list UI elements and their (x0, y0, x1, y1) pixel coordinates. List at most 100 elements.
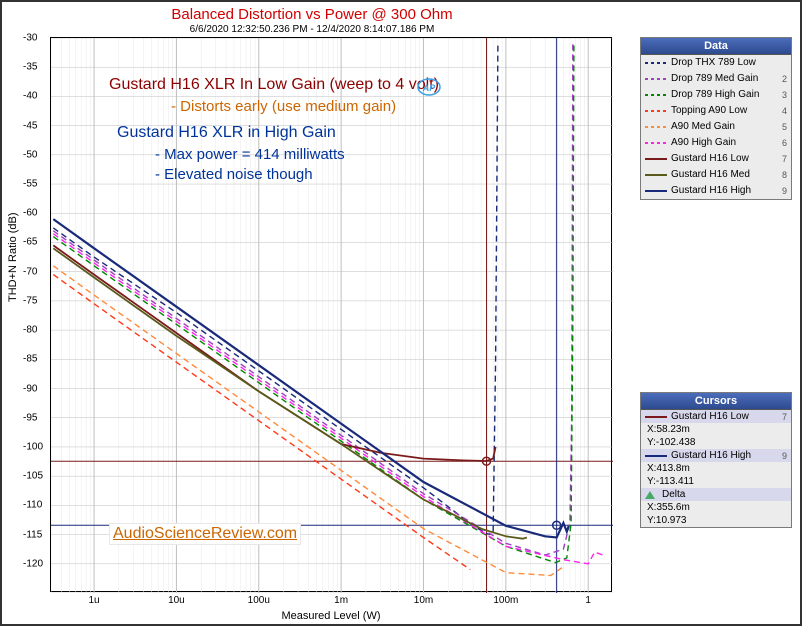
legend-index: 9 (782, 184, 787, 198)
annotation-low-gain-note: - Distorts early (use medium gain) (171, 98, 396, 115)
x-tick: 10m (414, 595, 433, 606)
chart-container: Balanced Distortion vs Power @ 300 Ohm 6… (0, 0, 802, 626)
legend-item[interactable]: Drop 789 High Gain 3 (641, 87, 791, 103)
y-tick: -50 (23, 149, 37, 160)
legend-label: Topping A90 Low (671, 104, 747, 118)
cursor-x: X:413.8m (641, 462, 791, 475)
y-tick: -65 (23, 237, 37, 248)
annotation-high-gain-title: Gustard H16 XLR in High Gain (117, 124, 336, 142)
y-tick: -85 (23, 354, 37, 365)
legend-item[interactable]: Topping A90 Low 4 (641, 103, 791, 119)
y-tick: -100 (23, 441, 43, 452)
cursor-swatch-icon (645, 416, 667, 418)
legend-swatch-icon (645, 190, 667, 192)
legend-index: 8 (782, 168, 787, 182)
y-tick: -30 (23, 33, 37, 44)
cursor-y: Y:-113.411 (641, 475, 791, 488)
y-tick: -75 (23, 295, 37, 306)
legend-index: 6 (782, 136, 787, 150)
legend-item[interactable]: Gustard H16 Med 8 (641, 167, 791, 183)
annotation-low-gain-note-a: - Distorts early (171, 98, 272, 115)
x-tick: 1u (89, 595, 100, 606)
legend-label: Drop 789 High Gain (671, 88, 759, 102)
x-axis-label: Measured Level (W) (50, 610, 612, 622)
cursor-row-header[interactable]: Gustard H16 High 9 (641, 449, 791, 462)
cursor-row-header[interactable]: Gustard H16 Low 7 (641, 410, 791, 423)
legend-item[interactable]: Drop 789 Med Gain 2 (641, 71, 791, 87)
cursor-delta-header: Delta (641, 488, 791, 501)
legend-body: Drop THX 789 LowDrop 789 Med Gain2Drop 7… (641, 55, 791, 199)
annotation-high-gain-power: - Max power = 414 milliwatts (155, 146, 345, 163)
annotation-low-gain-title: Gustard H16 XLR In Low Gain (weep to 4 v… (109, 76, 439, 94)
y-tick: -95 (23, 412, 37, 423)
legend-index: 4 (782, 104, 787, 118)
legend-item[interactable]: Gustard H16 Low 7 (641, 151, 791, 167)
delta-icon (645, 491, 655, 499)
y-tick: -40 (23, 91, 37, 102)
y-tick: -45 (23, 120, 37, 131)
legend-swatch-icon (645, 62, 667, 64)
legend-swatch-icon (645, 110, 667, 112)
legend-label: Drop 789 Med Gain (671, 72, 758, 86)
legend-item[interactable]: Drop THX 789 Low (641, 55, 791, 71)
x-tick: 1m (334, 595, 348, 606)
annotation-high-gain-noise: - Elevated noise though (155, 166, 313, 183)
y-tick: -90 (23, 383, 37, 394)
delta-x: X:355.6m (641, 501, 791, 514)
y-tick: -110 (23, 500, 42, 511)
x-tick: 10u (168, 595, 185, 606)
legend-panel: Data Drop THX 789 LowDrop 789 Med Gain2D… (640, 37, 792, 200)
ap-logo-icon: AP (417, 78, 441, 96)
y-tick: -120 (23, 558, 43, 569)
legend-index: 7 (782, 152, 787, 166)
cursor-series-label: Gustard H16 Low (671, 411, 749, 422)
legend-title: Data (641, 38, 791, 55)
legend-swatch-icon (645, 78, 667, 80)
watermark-link[interactable]: AudioScienceReview.com (109, 523, 301, 545)
plot-canvas (51, 38, 613, 593)
cursor-panel: Cursors Gustard H16 Low7X:58.23mY:-102.4… (640, 392, 792, 528)
x-tick: 100u (248, 595, 270, 606)
y-tick: -60 (23, 208, 37, 219)
x-tick: 100m (493, 595, 518, 606)
y-tick: -105 (23, 471, 43, 482)
legend-label: Gustard H16 Low (671, 152, 749, 166)
legend-label: Drop THX 789 Low (671, 56, 756, 70)
legend-swatch-icon (645, 94, 667, 96)
x-tick: 1 (585, 595, 591, 606)
y-tick: -55 (23, 179, 37, 190)
legend-item[interactable]: Gustard H16 High 9 (641, 183, 791, 199)
legend-item[interactable]: A90 High Gain 6 (641, 135, 791, 151)
cursor-index: 9 (782, 451, 787, 461)
annotation-low-gain-note-b: (use medium gain) (272, 98, 396, 115)
legend-label: A90 Med Gain (671, 120, 735, 134)
cursor-title: Cursors (641, 393, 791, 410)
y-tick: -35 (23, 62, 37, 73)
y-tick: -70 (23, 266, 37, 277)
cursor-x: X:58.23m (641, 423, 791, 436)
legend-swatch-icon (645, 158, 667, 160)
y-axis-label: THD+N Ratio (dB) (7, 212, 19, 302)
legend-label: A90 High Gain (671, 136, 736, 150)
legend-index: 2 (782, 72, 787, 86)
legend-label: Gustard H16 Med (671, 168, 750, 182)
delta-y: Y:10.973 (641, 514, 791, 527)
plot-area: Gustard H16 XLR In Low Gain (weep to 4 v… (50, 37, 612, 592)
legend-swatch-icon (645, 142, 667, 144)
cursor-series-label: Gustard H16 High (671, 450, 751, 461)
svg-text:AP: AP (422, 83, 436, 93)
cursor-body: Gustard H16 Low7X:58.23mY:-102.438Gustar… (641, 410, 791, 527)
y-tick: -80 (23, 325, 37, 336)
delta-label: Delta (662, 489, 685, 500)
cursor-index: 7 (782, 412, 787, 422)
legend-swatch-icon (645, 174, 667, 176)
cursor-swatch-icon (645, 455, 667, 457)
y-tick: -115 (23, 529, 42, 540)
legend-item[interactable]: A90 Med Gain 5 (641, 119, 791, 135)
legend-index: 3 (782, 88, 787, 102)
timestamp: 6/6/2020 12:32:50.236 PM - 12/4/2020 8:1… (2, 24, 622, 35)
chart-title: Balanced Distortion vs Power @ 300 Ohm (2, 6, 622, 23)
legend-index: 5 (782, 120, 787, 134)
legend-swatch-icon (645, 126, 667, 128)
legend-label: Gustard H16 High (671, 184, 751, 198)
